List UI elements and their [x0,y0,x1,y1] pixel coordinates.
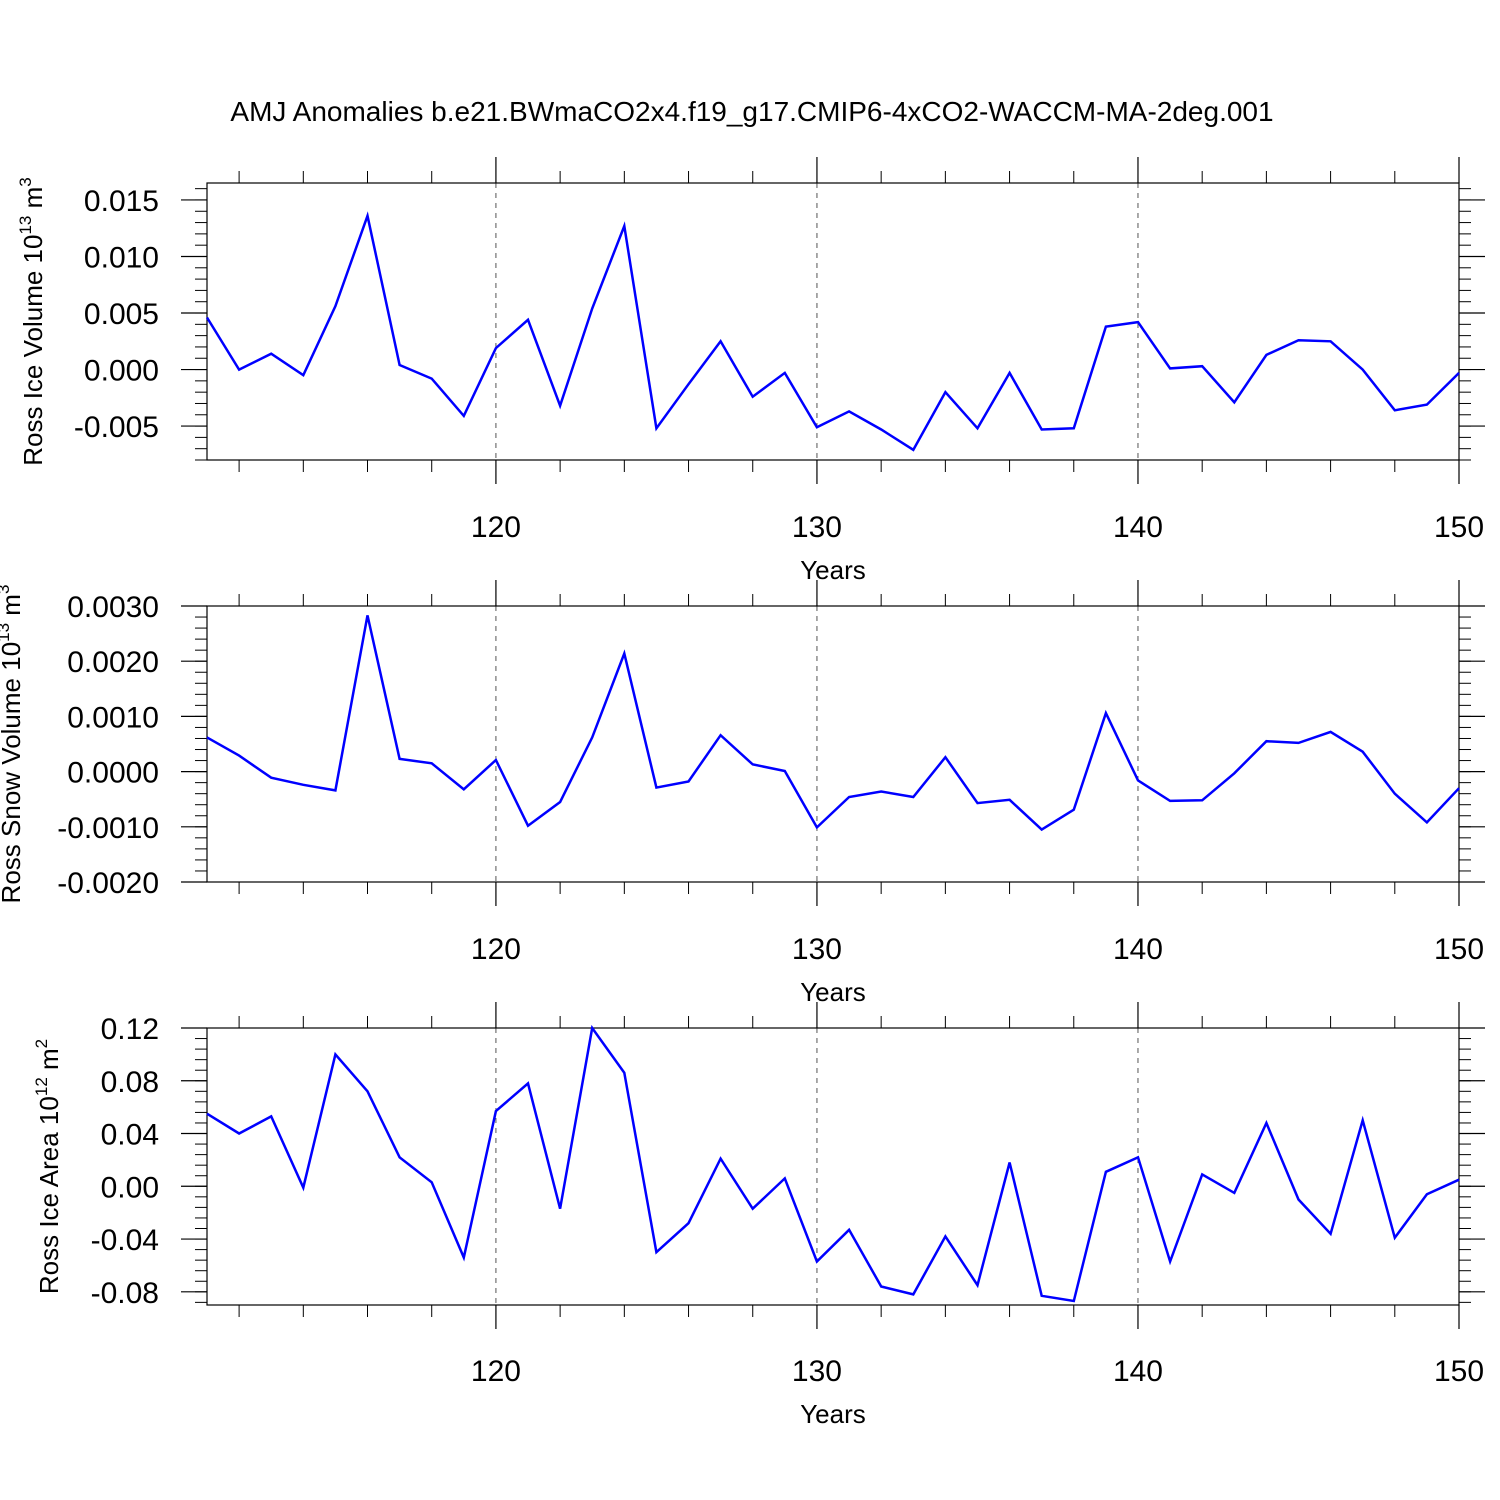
x-axis-label: Years [800,555,866,585]
x-tick-label: 150 [1434,511,1484,544]
y-tick-label: 0.000 [84,355,159,388]
x-tick-label: 140 [1113,1355,1163,1388]
x-axis-label: Years [800,1399,866,1429]
y-axis-label: Ross Ice Area 1012 m2 [32,1039,64,1294]
chart-panel-1: 120 130 140 150 0.015 0.010 0.005 0.000 -0.005 Ye… [16,157,1485,585]
chart-panel-2: 120 130 140 150 0.0030 0.0020 0.0010 0.0000 -0.0… [0,580,1485,1007]
x-tick-label: 130 [792,933,842,966]
plot-frame [206,1027,1460,1306]
x-tick-label: 120 [471,1355,521,1388]
x-tick-label: 130 [792,1355,842,1388]
x-tick-label: 140 [1113,933,1163,966]
x-tick-label: 120 [471,933,521,966]
y-tick-label: 0.005 [84,298,159,331]
series-line [205,211,1460,452]
y-tick-label: 0.0000 [67,757,159,790]
y-axis-label: Ross Ice Volume 1013 m3 [16,177,48,466]
y-tick-label: -0.04 [91,1224,159,1257]
figure-title: AMJ Anomalies b.e21.BWmaCO2x4.f19_g17.CM… [230,96,1273,127]
series-line [206,615,1460,832]
plot-frame [206,605,1460,883]
y-tick-label: 0.010 [84,241,159,274]
y-tick-label: 0.12 [101,1013,159,1046]
y-tick-label: 0.00 [101,1171,159,1204]
y-tick-label: -0.0010 [57,812,159,845]
y-tick-label: 0.0030 [67,591,159,624]
y-tick-label: 0.015 [84,185,159,218]
y-tick-label: 0.04 [101,1119,159,1152]
series-line [206,1024,1460,1303]
y-tick-label: 0.08 [101,1066,159,1099]
chart-panel-3: 120 130 140 150 0.12 0.08 0.04 0.00 -0.04 -0.08 Ye… [32,1002,1485,1429]
x-tick-label: 140 [1113,511,1163,544]
x-tick-label: 150 [1434,933,1484,966]
x-tick-label: 120 [471,511,521,544]
y-tick-label: -0.005 [74,411,159,444]
y-tick-label: 0.0010 [67,701,159,734]
x-tick-label: 130 [792,511,842,544]
plot-frame [206,182,1460,461]
y-axis-label: Ross Snow Volume 1013 m3 [0,585,26,904]
y-tick-label: -0.08 [91,1277,159,1310]
x-axis-label: Years [800,977,866,1007]
y-tick-label: 0.0020 [67,646,159,679]
x-tick-label: 150 [1434,1355,1484,1388]
y-tick-label: -0.0020 [57,867,159,900]
